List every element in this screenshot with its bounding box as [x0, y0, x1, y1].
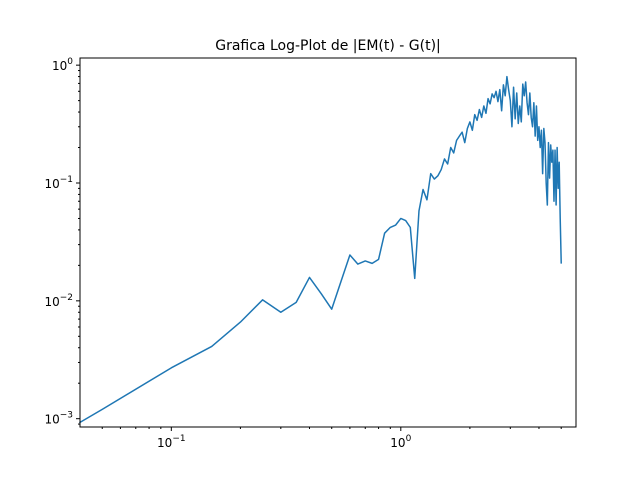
chart-title: Grafica Log-Plot de |EM(t) - G(t)| — [215, 38, 441, 54]
y-tick-label: 10−3 — [44, 411, 73, 427]
x-tick-label: 100 — [390, 434, 411, 450]
plot-frame — [79, 57, 577, 428]
axis-ticks: 10−1 100 10−3 10−2 10−1 100 — [44, 57, 562, 450]
series-line — [78, 75, 562, 424]
x-tick-label: 10−1 — [157, 434, 186, 450]
y-tick-label: 10−1 — [44, 175, 73, 191]
y-tick-label: 100 — [52, 57, 73, 73]
y-tick-label: 10−2 — [44, 293, 73, 309]
